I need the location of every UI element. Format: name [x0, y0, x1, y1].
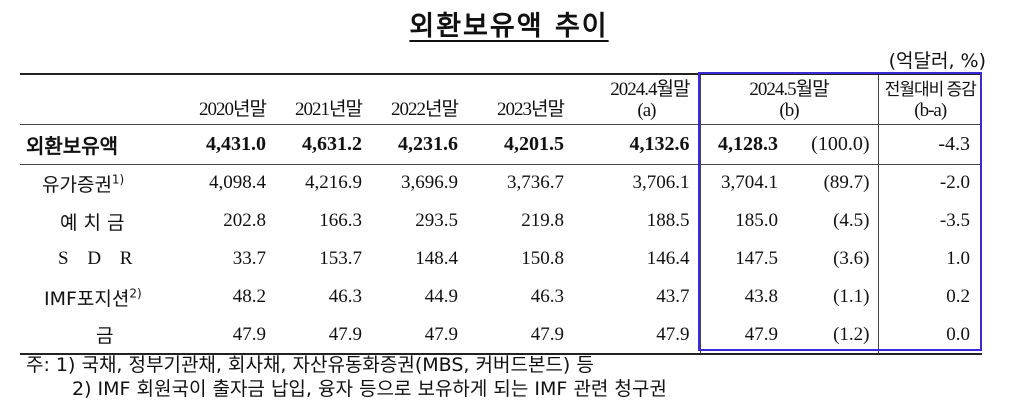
- cell-share: (4.5): [833, 210, 870, 231]
- cell-change: 0.0: [877, 316, 982, 355]
- table-row: IMF포지션2) 48.2 46.3 44.9 46.3 43.7 43.8 (…: [20, 278, 982, 316]
- cell-2024-4: 3,706.1: [574, 163, 700, 202]
- cell-share: (100.0): [788, 123, 878, 164]
- cell-2022: 3,696.9: [372, 163, 468, 202]
- row-label: 금: [20, 316, 180, 355]
- cell-2022: 47.9: [372, 316, 468, 355]
- cell-2021: 46.3: [328, 286, 362, 307]
- cell-2023: 219.8: [521, 210, 564, 231]
- table-row: 예 치 금 202.8 166.3 293.5 219.8 188.5 185.…: [20, 202, 982, 240]
- footnotes: 주: 1) 국채, 정부기관채, 회사채, 자산유동화증권(MBS, 커버드본드…: [26, 353, 667, 401]
- cell-2020: 48.2: [232, 286, 266, 307]
- cell-2024-5: 3,704.1: [699, 163, 788, 202]
- cell-2020: 33.7: [232, 248, 266, 269]
- cell-2021: 166.3: [319, 210, 362, 231]
- cell-2021: 153.7: [319, 248, 362, 269]
- header-2024-5-line2: (b): [779, 99, 799, 121]
- footnote-1: 주: 1) 국채, 정부기관채, 회사채, 자산유동화증권(MBS, 커버드본드…: [26, 354, 594, 376]
- header-2024-4-line1: 2024.4월말: [610, 78, 690, 100]
- cell-share: (1.2): [788, 316, 878, 355]
- cell-2024-4: 47.9: [574, 316, 700, 355]
- table-row: 유가증권1) 4,098.4 4,216.9 3,696.9 3,736.7 3…: [20, 163, 982, 202]
- footnote-marker: 1): [111, 172, 125, 187]
- cell-2024-4: 146.4: [646, 248, 690, 269]
- cell-2021: 4,631.2: [276, 123, 372, 164]
- cell-2022: 44.9: [424, 286, 458, 307]
- row-label: S D R: [58, 248, 133, 269]
- unit-label: (억달러, %): [888, 50, 986, 72]
- header-row: 2020년말 2021년말 2022년말 2023년말 2024.4월말 (a)…: [20, 73, 982, 124]
- row-label: IMF포지션2): [20, 278, 180, 316]
- row-label-text: 유가증권: [42, 173, 112, 196]
- cell-2023: 4,201.5: [468, 123, 574, 164]
- cell-2024-5: 147.5: [699, 240, 788, 278]
- row-label: 외환보유액: [20, 123, 180, 164]
- cell-2023: 3,736.7: [468, 163, 574, 202]
- row-label: 유가증권1): [20, 163, 180, 202]
- cell-change: -2.0: [877, 163, 982, 202]
- table-row-total: 외환보유액 4,431.0 4,631.2 4,231.6 4,201.5 4,…: [20, 123, 982, 164]
- cell-change: -3.5: [877, 202, 982, 240]
- cell-2022: 293.5: [415, 210, 458, 231]
- header-2024-4: 2024.4월말 (a): [574, 73, 700, 124]
- header-2020: 2020년말: [180, 73, 276, 124]
- header-2021: 2021년말: [276, 73, 372, 124]
- header-change-line1: 전월대비 증감: [884, 79, 977, 99]
- table-row: S D R 33.7 153.7 148.4 150.8 146.4 147.5…: [20, 240, 982, 278]
- header-2023: 2023년말: [468, 73, 574, 124]
- header-blank: [20, 73, 180, 124]
- header-change: 전월대비 증감 (b-a): [877, 73, 982, 124]
- header-2024-5-line1: 2024.5월말: [749, 78, 829, 100]
- cell-change: 1.0: [877, 240, 982, 278]
- footnote-marker: 2): [129, 286, 142, 301]
- cell-2022: 148.4: [415, 248, 458, 269]
- footnote-2: 2) IMF 회원국이 출자금 납입, 융자 등으로 보유하게 되는 IMF 관…: [72, 378, 667, 400]
- cell-change: 0.2: [877, 278, 982, 316]
- table-row: 금 47.9 47.9 47.9 47.9 47.9 47.9 (1.2) 0.…: [20, 316, 982, 355]
- cell-2020: 47.9: [180, 316, 276, 355]
- cell-2020: 202.8: [223, 210, 266, 231]
- header-2024-4-line2: (a): [637, 99, 656, 121]
- header-2022: 2022년말: [372, 73, 468, 124]
- cell-share: (89.7): [788, 163, 878, 202]
- cell-2020: 4,431.0: [180, 123, 276, 164]
- cell-2024-5: 4,128.3: [699, 123, 788, 164]
- cell-2021: 4,216.9: [276, 163, 372, 202]
- header-change-line2: (b-a): [914, 99, 947, 121]
- cell-share: (3.6): [833, 248, 870, 269]
- header-2024-5: 2024.5월말 (b): [699, 73, 878, 124]
- cell-2024-4: 188.5: [646, 210, 690, 231]
- cell-2024-4: 4,132.6: [574, 123, 700, 164]
- cell-2020: 4,098.4: [180, 163, 276, 202]
- reserves-table: 2020년말 2021년말 2022년말 2023년말 2024.4월말 (a)…: [20, 73, 982, 355]
- cell-change: -4.3: [877, 123, 982, 164]
- cell-share: (1.1): [833, 286, 870, 307]
- page-title: 외환보유액 추이: [409, 11, 609, 42]
- row-label: 예 치 금: [60, 211, 125, 234]
- cell-2022: 4,231.6: [372, 123, 468, 164]
- cell-2024-4: 43.7: [656, 286, 690, 307]
- row-label-text: IMF포지션: [44, 287, 130, 310]
- cell-2024-5: 47.9: [699, 316, 788, 355]
- cell-2023: 150.8: [521, 248, 564, 269]
- cell-2021: 47.9: [276, 316, 372, 355]
- cell-2024-5: 185.0: [699, 202, 788, 240]
- cell-2024-5: 43.8: [699, 278, 788, 316]
- cell-2023: 47.9: [468, 316, 574, 355]
- cell-2023: 46.3: [530, 286, 564, 307]
